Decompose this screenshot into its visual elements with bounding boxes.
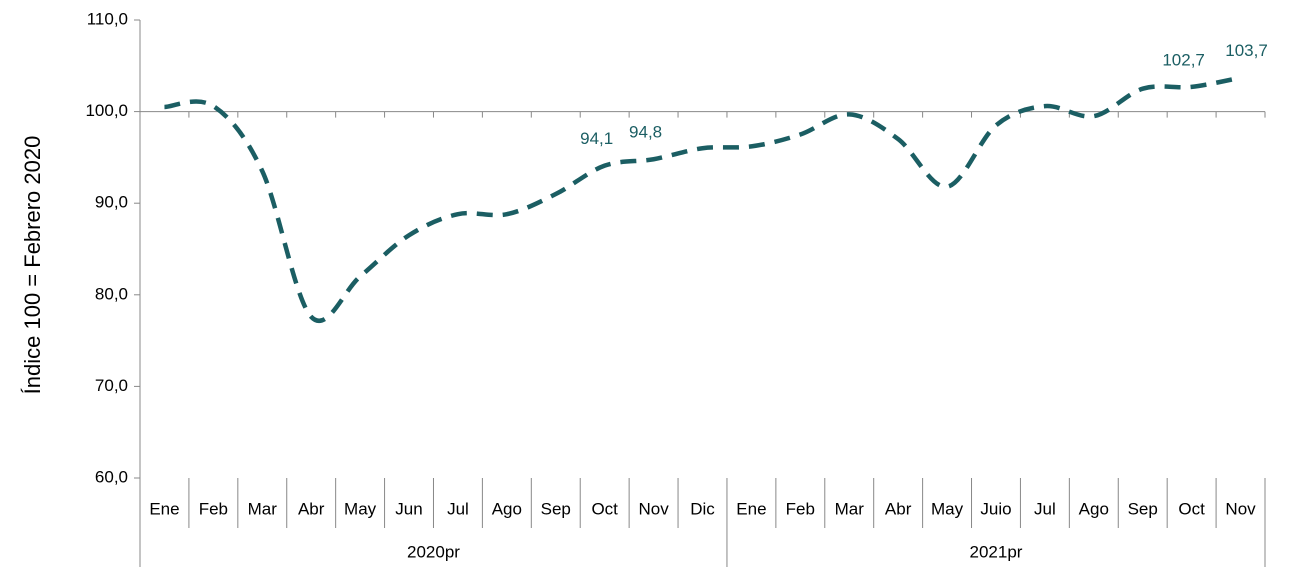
x-tick-label: Nov [638, 499, 669, 518]
x-tick-label: Mar [248, 499, 278, 518]
y-axis-label: Índice 100 = Febrero 2020 [20, 136, 45, 395]
data-label: 94,8 [629, 123, 662, 142]
y-tick-label: 90,0 [95, 193, 128, 212]
x-tick-label: Oct [1178, 499, 1205, 518]
data-label: 102,7 [1162, 50, 1205, 69]
y-tick-label: 100,0 [85, 101, 128, 120]
y-tick-label: 70,0 [95, 376, 128, 395]
x-tick-label: Jul [1034, 499, 1056, 518]
x-tick-label: Ene [736, 499, 766, 518]
x-tick-label: May [344, 499, 377, 518]
x-tick-label: Nov [1225, 499, 1256, 518]
x-tick-label: Oct [591, 499, 618, 518]
x-tick-label: Sep [541, 499, 571, 518]
x-tick-label: Mar [835, 499, 865, 518]
x-tick-label: Dic [690, 499, 715, 518]
x-tick-label: Jul [447, 499, 469, 518]
x-tick-label: May [931, 499, 964, 518]
data-label: 94,1 [580, 129, 613, 148]
x-tick-label: Jun [395, 499, 422, 518]
group-label: 2021pr [970, 542, 1023, 561]
y-tick-label: 80,0 [95, 284, 128, 303]
y-tick-label: 110,0 [87, 9, 128, 28]
group-label: 2020pr [407, 542, 460, 561]
x-tick-label: Abr [885, 499, 912, 518]
x-tick-label: Feb [786, 499, 815, 518]
x-tick-label: Sep [1128, 499, 1158, 518]
x-tick-label: Abr [298, 499, 325, 518]
x-tick-label: Juio [980, 499, 1011, 518]
x-tick-label: Ago [1079, 499, 1109, 518]
y-tick-label: 60,0 [95, 467, 128, 486]
data-label: 103,7 [1225, 41, 1268, 60]
x-tick-label: Ene [149, 499, 179, 518]
x-tick-label: Feb [199, 499, 228, 518]
line [164, 75, 1241, 323]
x-tick-label: Ago [492, 499, 522, 518]
